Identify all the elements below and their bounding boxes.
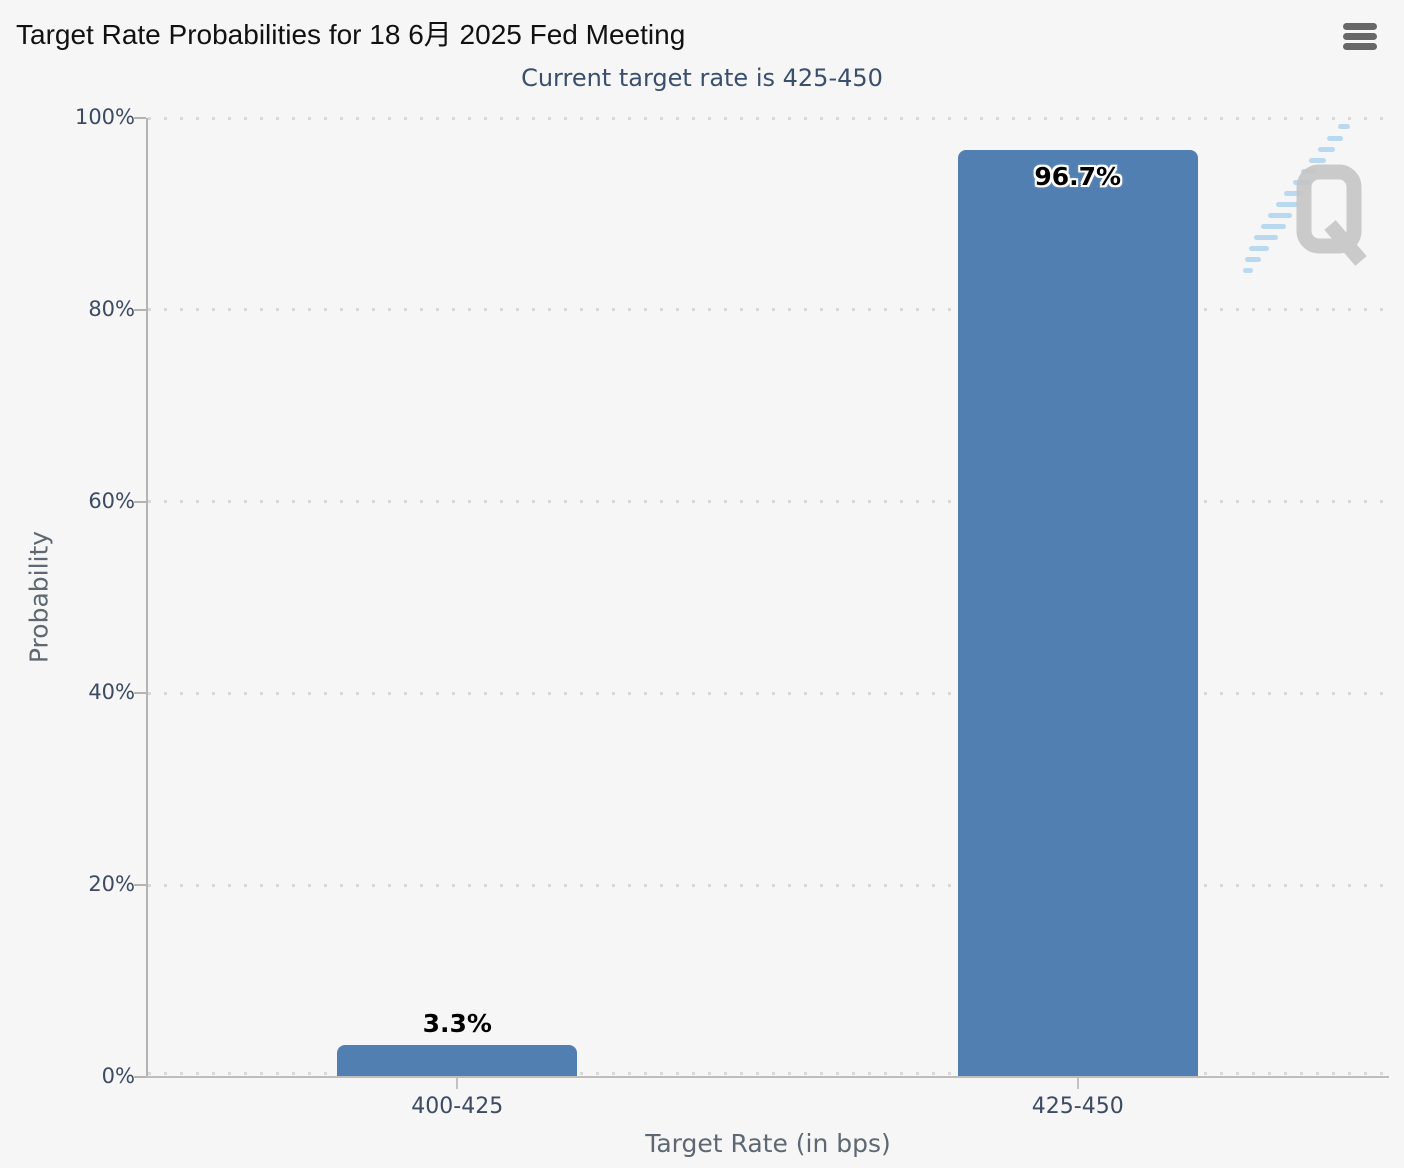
- y-axis-line: [146, 118, 148, 1077]
- grid-line: [148, 691, 1388, 695]
- y-axis-tick: [134, 884, 146, 887]
- grid-line: [148, 1072, 1388, 1075]
- y-axis-title: Probability: [24, 530, 54, 664]
- x-axis-tick: [456, 1078, 459, 1089]
- grid-line: [148, 308, 1388, 312]
- hamburger-bar: [1343, 33, 1377, 40]
- y-tick-label: 0%: [101, 1064, 135, 1088]
- y-axis-tick: [134, 308, 146, 311]
- x-tick-label: 425-450: [1031, 1094, 1124, 1119]
- grid-line: [148, 116, 1388, 120]
- bar-value-label: 96.7%: [1034, 162, 1122, 191]
- probability-bar[interactable]: [337, 1045, 578, 1077]
- x-tick-label: 400-425: [411, 1094, 504, 1119]
- x-axis-tick: [1076, 1078, 1079, 1089]
- bar-value-label: 3.3%: [422, 1009, 492, 1038]
- y-tick-label: 80%: [88, 296, 135, 321]
- grid-line: [148, 883, 1388, 887]
- q-watermark: [1243, 124, 1367, 273]
- y-tick-label: 60%: [88, 488, 135, 513]
- chart-subtitle: Current target rate is 425-450: [521, 64, 883, 92]
- x-axis-title: Target Rate (in bps): [645, 1129, 891, 1158]
- y-axis-tick: [134, 1076, 146, 1078]
- y-tick-label: 40%: [88, 680, 135, 705]
- y-tick-label: 100%: [74, 105, 135, 129]
- x-axis-line: [146, 1076, 1389, 1078]
- y-axis-tick: [134, 117, 146, 119]
- y-tick-label: 20%: [88, 872, 135, 897]
- chart-title: Target Rate Probabilities for 18 6月 2025…: [16, 19, 686, 50]
- probability-bar[interactable]: [957, 150, 1198, 1077]
- y-axis-tick: [134, 692, 146, 695]
- hamburger-menu-icon[interactable]: [1343, 23, 1379, 53]
- hamburger-bar: [1343, 43, 1377, 50]
- grid-line: [148, 500, 1388, 504]
- y-axis-tick: [134, 500, 146, 503]
- hamburger-bar: [1343, 23, 1377, 30]
